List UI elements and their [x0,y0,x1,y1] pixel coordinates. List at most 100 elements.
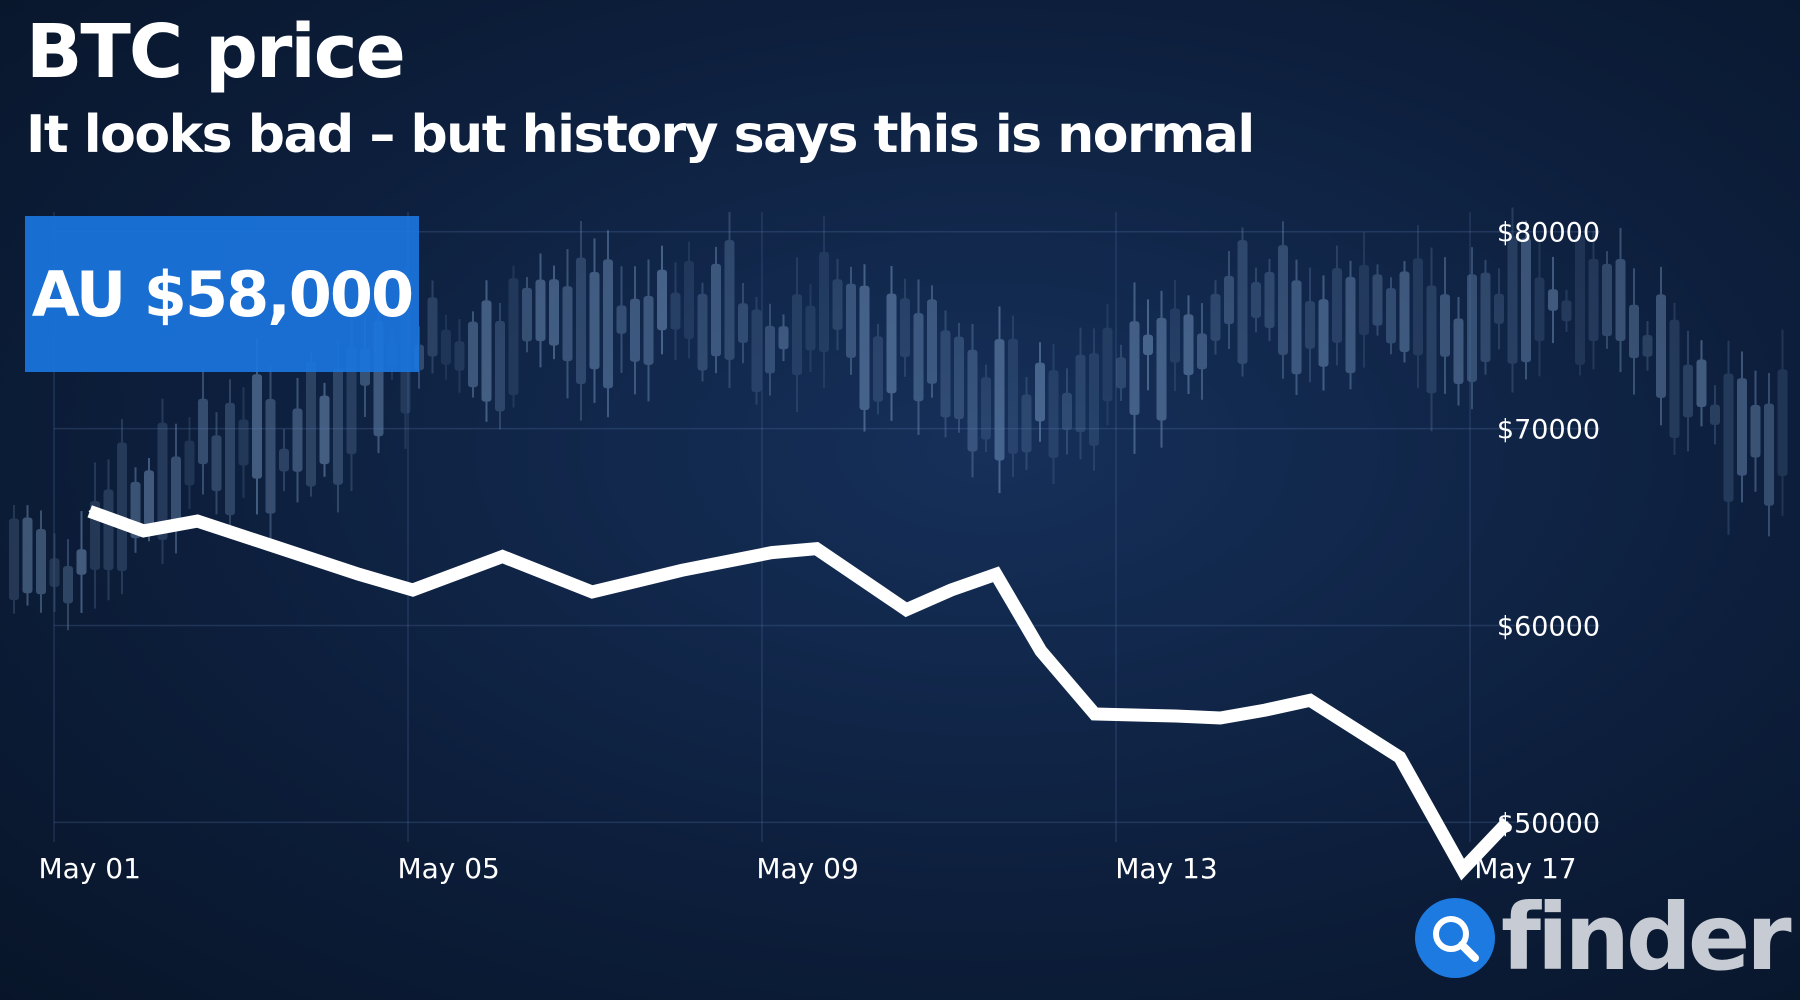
data-point [1461,868,1464,871]
background-candle [1723,340,1734,535]
background-candle [441,314,451,380]
background-candle [1048,344,1059,485]
background-candle [1494,268,1504,350]
background-candle [1210,280,1221,355]
x-tick-label: May 09 [756,852,858,885]
background-candle [589,238,600,403]
background-candle [1102,303,1113,426]
background-candle [724,212,735,388]
background-candle [1467,247,1477,410]
background-candle [238,387,249,498]
background-candle [319,382,330,477]
chart-title: BTC price [26,9,406,95]
background-candle [427,280,438,374]
background-candle [873,323,883,415]
price-callout: AU $58,000 [25,216,419,372]
background-candle [1399,261,1410,363]
data-point [905,608,908,611]
price-callout-label: AU $58,000 [31,257,414,331]
x-tick-label: May 17 [1474,852,1576,885]
background-candle [657,245,667,355]
background-candle [1764,372,1774,537]
background-candle [886,265,897,421]
background-candle [184,417,195,509]
background-candle [103,459,114,601]
finder-logo: finder [1415,884,1792,991]
background-candle [265,366,276,547]
background-candle [1480,259,1491,375]
background-candle [1507,207,1518,393]
background-candle [751,296,762,405]
background-candle [117,419,127,595]
background-candle [1629,268,1639,395]
data-point [196,520,199,523]
background-candle [292,377,303,503]
background-candle [900,278,910,377]
background-candle [1413,225,1423,389]
data-point [1219,716,1222,719]
background-candle [1264,258,1275,342]
background-candle [1345,260,1356,390]
finder-wordmark: finder [1501,884,1792,991]
data-point [591,590,594,593]
background-candle [468,311,478,398]
x-tick-label: May 01 [39,852,141,885]
background-candle [1197,303,1207,400]
background-candle [171,423,181,554]
data-point [88,510,91,513]
background-candle [481,280,492,422]
background-candle [63,539,73,631]
background-candle [697,282,708,382]
background-candle [1008,315,1018,478]
background-candle [819,216,829,388]
price-series [87,505,1513,881]
background-candle [279,429,289,492]
background-candle [859,264,870,432]
data-point [995,573,997,576]
background-candle [684,241,694,359]
background-candle [643,259,654,402]
data-point [1174,715,1177,717]
background-candle [805,284,816,373]
background-candle [1251,267,1261,333]
background-candle [508,265,519,408]
background-candle [454,319,465,393]
x-tick-label: May 05 [397,852,499,885]
background-candle [1224,250,1234,350]
background-candle [522,277,532,353]
data-point [1264,709,1267,712]
background-candle [535,253,546,368]
background-candle [913,279,924,435]
background-candle [211,412,222,515]
background-candle [157,398,168,565]
y-tick-label: $80000 [1497,218,1600,249]
data-point [815,547,818,550]
background-candle [1035,342,1045,442]
data-point [142,529,145,532]
background-candle [306,351,316,497]
background-candle [940,310,951,438]
data-point [411,589,414,591]
data-point [1506,821,1509,824]
data-point [950,589,953,591]
data-point [770,551,773,554]
background-candle [1710,385,1720,445]
background-candle [738,282,748,364]
chart-grid [53,212,1600,842]
background-candle [495,303,505,430]
data-point [1309,699,1312,702]
background-candle [1062,368,1072,455]
background-candle [792,257,802,413]
background-candle [1453,296,1464,406]
data-point [357,573,360,576]
background-candle [967,323,978,478]
background-candle [90,462,100,609]
background-candle [22,505,33,606]
background-candle [1021,377,1032,470]
background-candle [9,505,19,614]
background-candle [1696,340,1707,427]
data-point [1398,756,1401,759]
y-tick-label: $50000 [1497,808,1600,839]
